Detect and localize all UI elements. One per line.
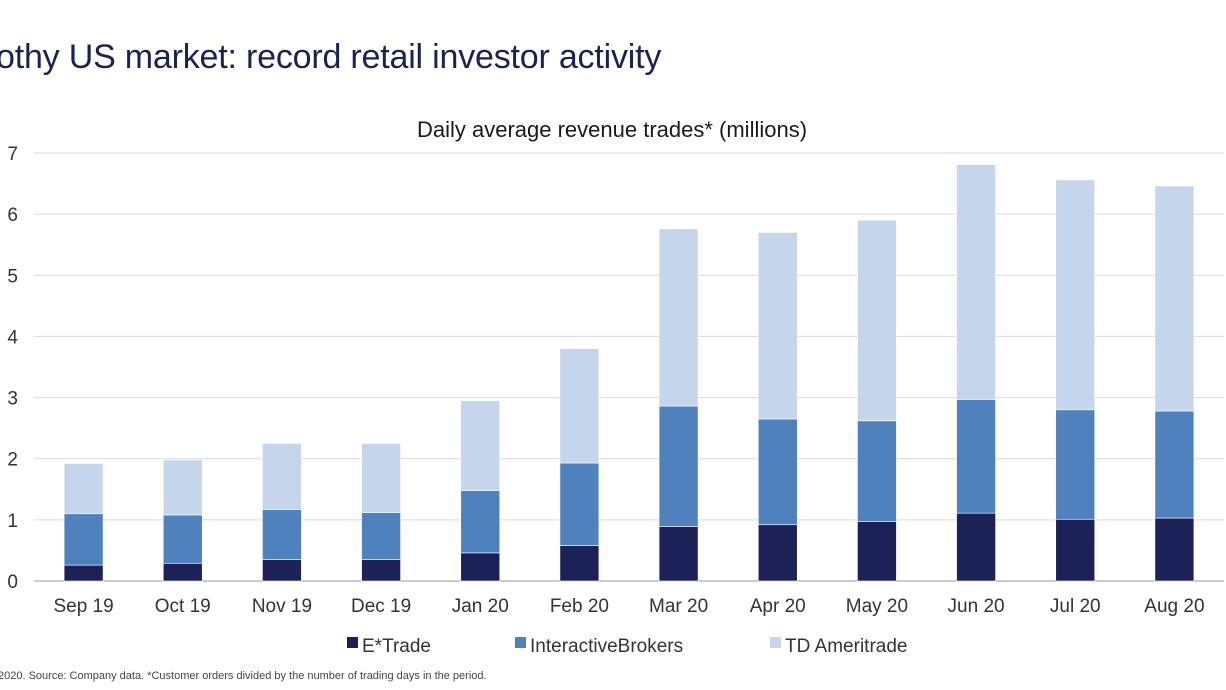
bar-segment xyxy=(460,552,501,582)
bar-segment xyxy=(460,490,501,554)
bar-segment xyxy=(559,545,600,582)
legend-swatch xyxy=(770,637,781,648)
y-tick-label: 7 xyxy=(7,144,18,165)
gridlines xyxy=(34,152,1224,582)
bar-segment xyxy=(1055,518,1096,582)
x-tick-label: Aug 20 xyxy=(1144,596,1204,617)
bar-segment xyxy=(857,521,897,582)
x-tick-label: Jul 20 xyxy=(1050,596,1101,617)
chart: Daily average revenue trades* (millions)… xyxy=(7,117,1224,657)
bar-segment xyxy=(956,399,996,514)
bars xyxy=(63,164,1195,582)
bar-segment xyxy=(857,420,897,522)
bar-segment xyxy=(658,526,699,582)
bar-segment xyxy=(956,164,996,400)
legend-swatch xyxy=(515,637,526,648)
y-tick-label: 4 xyxy=(7,327,18,348)
bar-segment xyxy=(956,512,996,582)
chart-title: Daily average revenue trades* (millions) xyxy=(417,117,807,142)
bar-segment xyxy=(460,400,501,491)
x-tick-label: Oct 19 xyxy=(155,596,211,617)
bar-segment xyxy=(162,562,203,582)
x-axis: Sep 19 Oct 19 Nov 19 Dec 19 Jan 20 Feb 20 Mar … xyxy=(53,596,1204,617)
bar-segment xyxy=(1154,410,1195,519)
y-tick-label: 3 xyxy=(7,389,18,410)
legend-label: TD Ameritrade xyxy=(785,636,907,657)
y-tick-label: 2 xyxy=(7,450,18,471)
legend-label: InteractiveBrokers xyxy=(530,636,683,657)
legend: E*Trade InteractiveBrokers TD Ameritrade xyxy=(347,636,907,657)
x-tick-label: May 20 xyxy=(846,596,908,617)
bar-segment xyxy=(262,509,302,560)
x-tick-label: Jan 20 xyxy=(452,596,509,617)
bar-segment xyxy=(658,228,699,407)
y-tick-label: 0 xyxy=(7,572,18,593)
x-tick-label: Dec 19 xyxy=(351,596,411,617)
legend-swatch xyxy=(347,637,358,648)
bar-segment xyxy=(1055,409,1096,520)
bar-segment xyxy=(162,459,203,516)
x-tick-label: Nov 19 xyxy=(252,596,312,617)
bar-segment xyxy=(658,405,699,527)
bar-segment xyxy=(757,418,798,526)
page-title: othy US market: record retail investor a… xyxy=(0,38,662,76)
bar-segment xyxy=(262,559,302,582)
x-tick-label: Apr 20 xyxy=(750,596,806,617)
x-tick-label: Sep 19 xyxy=(53,596,113,617)
bar-segment xyxy=(857,219,897,422)
x-tick-label: Mar 20 xyxy=(649,596,708,617)
bar-segment xyxy=(162,514,203,564)
x-tick-label: Jun 20 xyxy=(948,596,1005,617)
bar-segment xyxy=(63,463,104,515)
legend-label: E*Trade xyxy=(362,636,431,657)
bar-segment xyxy=(63,564,104,582)
bar-segment xyxy=(361,443,401,513)
bar-segment xyxy=(559,348,600,464)
bar-segment xyxy=(757,524,798,582)
bar-segment xyxy=(559,462,600,546)
y-axis: 0 1 2 3 4 5 6 7 xyxy=(7,144,18,593)
bar-segment xyxy=(361,512,401,560)
bar-segment xyxy=(1154,517,1195,582)
x-tick-label: Feb 20 xyxy=(550,596,609,617)
bar-segment xyxy=(63,513,104,566)
bar-segment xyxy=(262,443,302,510)
footnote: 2020. Source: Company data. *Customer or… xyxy=(0,670,487,682)
y-tick-label: 1 xyxy=(7,511,18,532)
y-tick-label: 6 xyxy=(7,205,18,226)
bar-segment xyxy=(1055,179,1096,411)
bar-segment xyxy=(757,232,798,420)
bar-segment xyxy=(1154,185,1195,412)
y-tick-label: 5 xyxy=(7,266,18,287)
bar-segment xyxy=(361,559,401,582)
